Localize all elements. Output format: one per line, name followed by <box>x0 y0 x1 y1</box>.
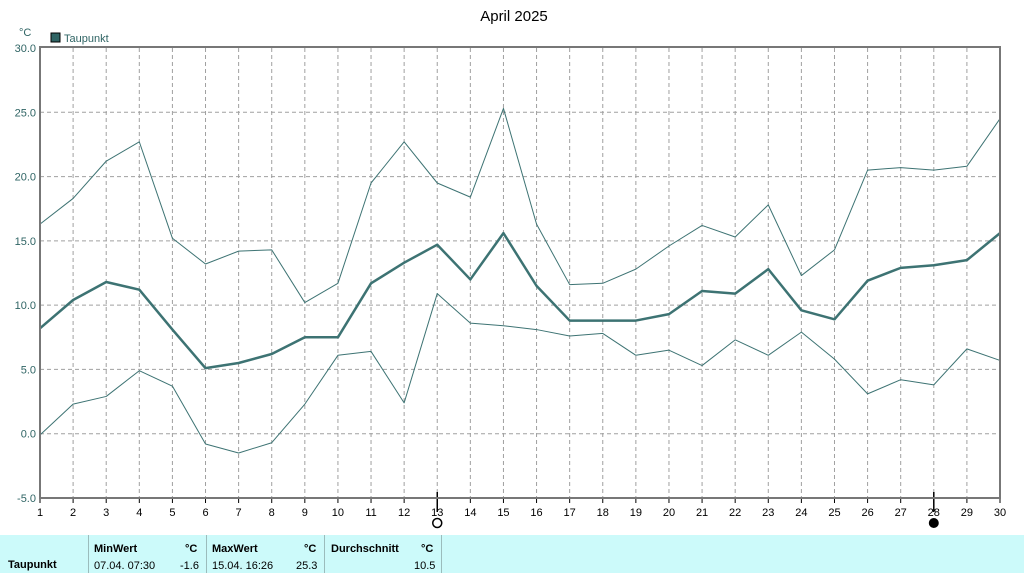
x-tick-label: 4 <box>136 507 142 519</box>
x-tick-label: 27 <box>895 507 907 519</box>
x-tick-label: 3 <box>103 507 109 519</box>
x-tick-label: 28 <box>928 507 940 519</box>
series-line-lower <box>39 293 1001 454</box>
x-tick-label: 13 <box>431 507 443 519</box>
x-tick-label: 30 <box>994 507 1006 519</box>
x-tick-label: 8 <box>269 507 275 519</box>
x-tick-label: 10 <box>332 507 344 519</box>
stats-bar: Taupunkt MinWert °C 07.04. 07:30 -1.6 Ma… <box>0 535 1024 573</box>
plot-area-frame <box>39 46 1001 499</box>
y-tick-label: 25.0 <box>15 107 36 119</box>
x-tick-label: 7 <box>236 507 242 519</box>
x-tick-label: 21 <box>696 507 708 519</box>
series-line-upper <box>39 107 1001 304</box>
legend-label: Taupunkt <box>64 33 109 45</box>
x-tick-label: 24 <box>795 507 807 519</box>
stats-divider <box>441 535 442 573</box>
max-header: MaxWert <box>212 543 258 555</box>
new-moon-marker <box>928 518 939 528</box>
full-moon-marker <box>431 517 443 529</box>
x-tick-label: 1 <box>37 507 43 519</box>
dewpoint-chart: April 2025 °C Taupunkt -5.0 0.0 5.0 10.0 15.… <box>15 8 1006 529</box>
min-header: MinWert <box>94 543 138 555</box>
y-tick-label: 10.0 <box>15 300 36 312</box>
x-tick-label: 23 <box>762 507 774 519</box>
min-unit: °C <box>185 543 198 555</box>
max-time: 15.04. 16:26 <box>212 560 274 572</box>
x-tick-label: 11 <box>365 507 376 519</box>
x-tick-label: 9 <box>302 507 308 519</box>
x-tick-label: 14 <box>464 507 476 519</box>
avg-value: 10.5 <box>414 560 436 572</box>
chart-title: April 2025 <box>480 8 548 25</box>
x-tick-label: 18 <box>597 507 609 519</box>
x-tick-label: 5 <box>169 507 175 519</box>
avg-header: Durchschnitt <box>331 543 399 555</box>
stats-label-cell: Taupunkt <box>0 535 88 573</box>
x-tick-label: 12 <box>398 507 410 519</box>
series-line-taupunkt <box>39 231 1001 370</box>
stats-divider <box>324 535 325 573</box>
x-tick-label: 20 <box>663 507 675 519</box>
y-tick-label: 20.0 <box>15 172 36 184</box>
stats-series-label: Taupunkt <box>8 559 57 571</box>
x-tick-label: 22 <box>729 507 741 519</box>
x-tick-label: 29 <box>961 507 973 519</box>
stats-divider <box>206 535 207 573</box>
avg-cell: Durchschnitt °C 10.5 <box>325 535 441 573</box>
stats-divider <box>88 535 89 573</box>
min-time: 07.04. 07:30 <box>94 560 156 572</box>
avg-unit: °C <box>421 543 434 555</box>
y-tick-label: 5.0 <box>21 364 36 376</box>
x-tick-label: 6 <box>202 507 208 519</box>
x-tick-label: 2 <box>70 507 76 519</box>
x-tick-label: 19 <box>630 507 642 519</box>
legend-swatch <box>50 32 61 43</box>
y-tick-label: 0.0 <box>21 429 36 441</box>
min-value: -1.6 <box>180 560 199 572</box>
x-tick-label: 26 <box>861 507 873 519</box>
y-unit-label: °C <box>19 27 31 39</box>
max-unit: °C <box>304 543 317 555</box>
x-tick-label: 16 <box>530 507 542 519</box>
min-cell: MinWert °C 07.04. 07:30 -1.6 <box>89 535 206 573</box>
x-tick-label: 17 <box>564 507 576 519</box>
max-value: 25.3 <box>296 560 318 572</box>
x-tick-label: 25 <box>828 507 840 519</box>
y-tick-label: 15.0 <box>15 236 36 248</box>
y-tick-label: -5.0 <box>17 493 36 505</box>
x-tick-label: 15 <box>497 507 509 519</box>
max-cell: MaxWert °C 15.04. 16:26 25.3 <box>207 535 324 573</box>
y-tick-label: 30.0 <box>15 43 36 55</box>
